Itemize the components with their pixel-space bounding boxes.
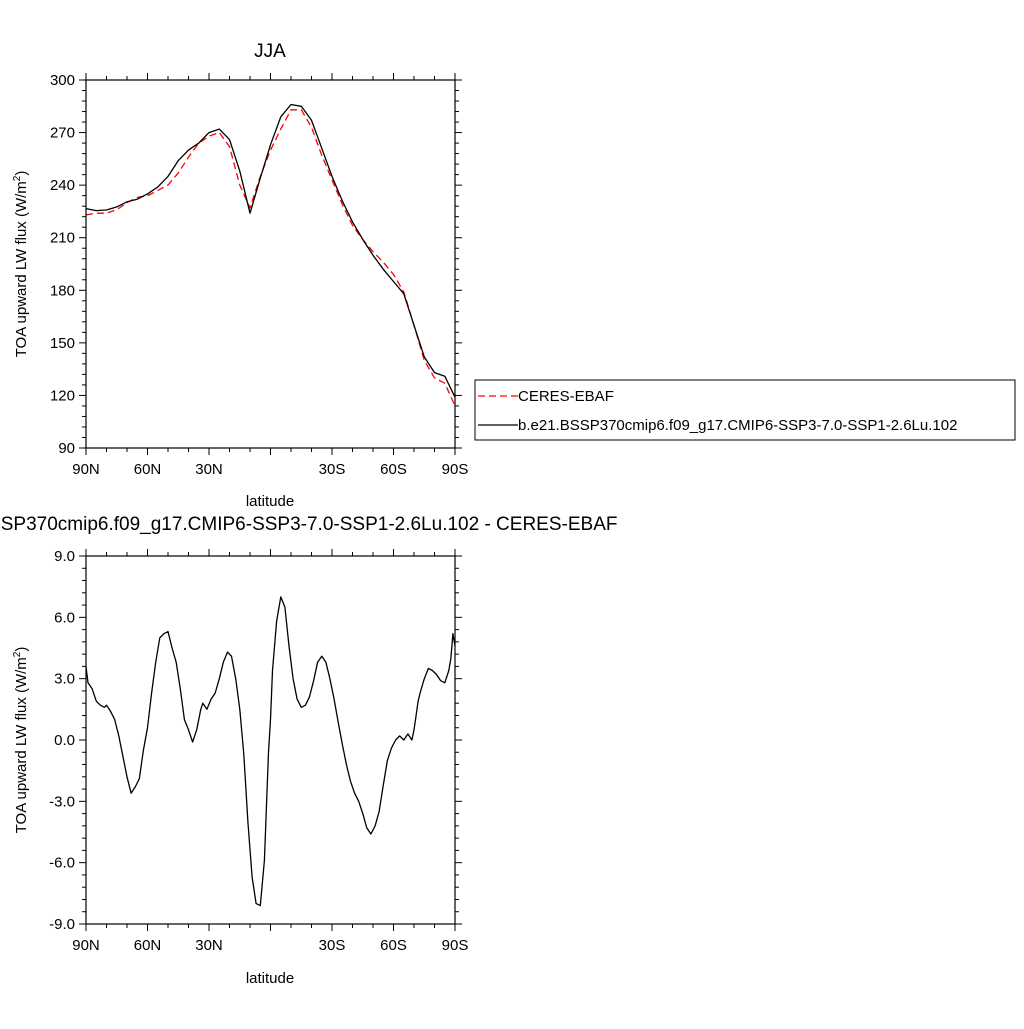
top-x-tick-label: 30N	[195, 461, 223, 478]
top-panel: JJA 90N 60N 30N 30S 60S 90S 90 120 150 180 210 240 2…	[12, 41, 1016, 510]
top-y-tick-label: 240	[50, 177, 75, 194]
top-x-tick-label: 30S	[319, 461, 346, 478]
top-y-axis-label: TOA upward LW flux (W/m2)	[12, 171, 30, 358]
bottom-axis-ticks: 90N 60N 30N 30S 60S 90S -9.0 -6.0 -3.0 0.0 3.0 6.0 9…	[49, 548, 468, 954]
bottom-plot-frame	[85, 555, 456, 925]
bottom-x-tick-label: 30N	[195, 937, 223, 954]
bottom-y-tick-label: -6.0	[49, 855, 75, 872]
legend-label-model: b.e21.BSSP370cmip6.f09_g17.CMIP6-SSP3-7.…	[518, 417, 957, 434]
top-plot-frame	[85, 79, 456, 449]
top-y-tick-label: 300	[50, 72, 75, 89]
bottom-x-tick-label: 30S	[319, 937, 346, 954]
legend: CERES-EBAF b.e21.BSSP370cmip6.f09_g17.CM…	[474, 379, 1016, 441]
bottom-chart-title: b.e21.BSSP370cmip6.f09_g17.CMIP6-SSP3-7.…	[0, 514, 617, 535]
top-y-tick-label: 150	[50, 335, 75, 352]
top-series-line-model	[85, 103, 456, 398]
top-chart-title: JJA	[254, 41, 286, 62]
bottom-x-tick-label: 60N	[134, 937, 162, 954]
top-x-tick-label: 60S	[380, 461, 407, 478]
top-y-tick-label: 210	[50, 230, 75, 247]
top-x-axis-label: latitude	[246, 493, 294, 510]
bottom-x-tick-label: 90S	[442, 937, 469, 954]
bottom-x-axis-label: latitude	[246, 970, 294, 987]
bottom-x-tick-label: 90N	[72, 937, 100, 954]
bottom-y-tick-label: 0.0	[54, 732, 75, 749]
top-series-line-ceres-ebaf	[85, 109, 456, 407]
bottom-y-tick-label: -3.0	[49, 793, 75, 810]
bottom-y-tick-label: -9.0	[49, 916, 75, 933]
top-y-tick-label: 120	[50, 387, 75, 404]
top-y-tick-label: 90	[58, 440, 75, 457]
top-plot-marks	[85, 103, 456, 407]
bottom-y-axis-label: TOA upward LW flux (W/m2)	[12, 647, 30, 834]
top-x-tick-label: 60N	[134, 461, 162, 478]
bottom-series-line-model	[85, 596, 456, 907]
top-axis-ticks: 90N 60N 30N 30S 60S 90S 90 120 150 180 210 240 270 30…	[50, 72, 468, 478]
top-y-tick-label: 180	[50, 282, 75, 299]
bottom-y-tick-label: 3.0	[54, 671, 75, 688]
legend-label-ceres-ebaf: CERES-EBAF	[518, 388, 614, 405]
bottom-y-tick-label: 9.0	[54, 548, 75, 565]
top-y-tick-label: 270	[50, 125, 75, 142]
bottom-y-tick-label: 6.0	[54, 609, 75, 626]
top-x-tick-label: 90N	[72, 461, 100, 478]
bottom-panel: b.e21.BSSP370cmip6.f09_g17.CMIP6-SSP3-7.…	[0, 514, 617, 987]
bottom-plot-marks	[85, 596, 456, 907]
legend-box	[474, 379, 1016, 441]
top-x-tick-label: 90S	[442, 461, 469, 478]
bottom-x-tick-label: 60S	[380, 937, 407, 954]
